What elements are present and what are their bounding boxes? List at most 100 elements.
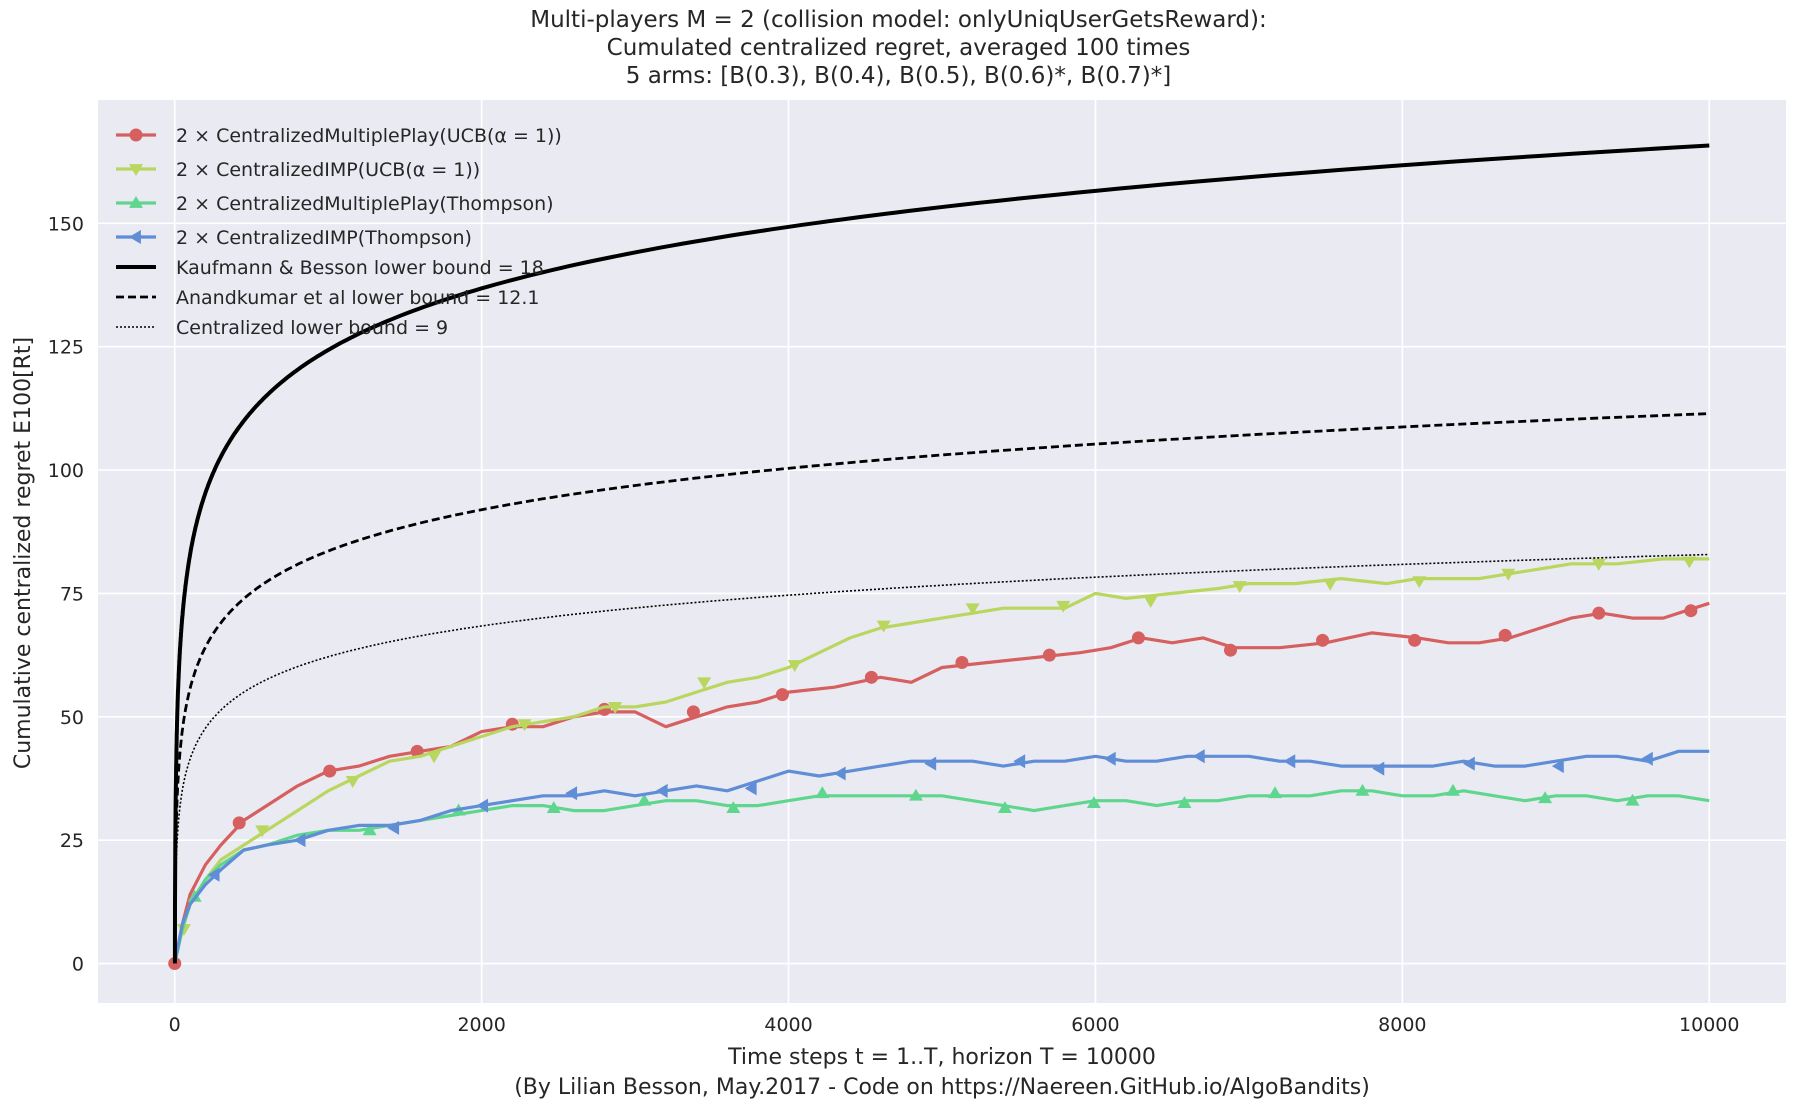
y-tick-label: 50 [60,707,84,729]
series-marker-3 [1192,749,1205,764]
series-marker-0 [323,764,337,778]
series-marker-0 [1498,628,1512,642]
y-tick-label: 125 [48,337,84,359]
x-tick-label: 8000 [1378,1014,1426,1036]
series-line-1 [173,557,1710,964]
series-marker-1 [1501,568,1516,581]
series-marker-0 [1131,631,1145,645]
series-marker-1 [1682,556,1697,569]
series-marker-2 [908,788,923,801]
legend-label-0: 2 × CentralizedMultiplePlay(UCB(α = 1)) [176,125,562,147]
x-tick-label: 0 [169,1014,181,1036]
series-marker-0 [1316,633,1330,647]
legend-label-6: Centralized lower bound = 9 [176,317,448,339]
series-marker-1 [787,660,802,672]
series-marker-2 [1177,796,1192,809]
series-marker-3 [476,798,489,813]
series-marker-3 [1103,751,1116,766]
series-marker-1 [965,603,980,616]
series-marker-3 [293,833,306,848]
series-marker-2 [1355,783,1370,796]
series-marker-1 [1143,595,1158,608]
legend-marker-2 [129,196,143,208]
y-tick-label: 150 [48,213,84,235]
x-tick-label: 2000 [457,1014,505,1036]
series-marker-0 [686,705,700,719]
series-marker-0 [775,688,789,702]
series-marker-3 [1013,754,1026,769]
grid [98,100,1786,1003]
series-marker-3 [924,756,937,771]
series-marker-0 [1408,633,1422,647]
series-marker-0 [864,670,878,684]
series-line-6 [174,553,1710,964]
series-marker-2 [1625,793,1640,806]
legend-marker-3 [129,230,141,244]
series-marker-0 [1042,648,1056,662]
legend: 2 × CentralizedMultiplePlay(UCB(α = 1)) 2… [116,125,562,339]
series-marker-0 [168,957,182,971]
series-marker-0 [232,816,246,830]
series-marker-3 [1640,751,1653,766]
series-marker-2 [1538,791,1553,804]
series-marker-1 [255,825,270,838]
series-marker-2 [637,793,652,806]
y-axis-label: Cumulative centralized regret E100[Rt] [11,337,36,769]
series-marker-2 [815,786,830,799]
series-marker-0 [955,656,969,670]
series-marker-2 [362,823,377,836]
series-marker-3 [207,867,220,882]
legend-marker-0 [129,128,143,142]
legend-label-4: Kaufmann & Besson lower bound = 18 [176,257,544,279]
series-marker-0 [1223,643,1237,657]
y-tick-label: 100 [48,460,84,482]
series-marker-1 [517,719,532,732]
legend-label-5: Anandkumar et al lower bound = 12.1 [176,287,540,309]
series-layer [168,143,1710,971]
series-marker-3 [1551,759,1564,774]
series-marker-2 [1267,786,1282,799]
series-line-5 [173,412,1710,964]
series-marker-1 [1232,581,1247,594]
series-marker-1 [1591,558,1606,571]
series-marker-1 [345,776,360,788]
y-tick-label: 25 [60,830,84,852]
series-marker-2 [726,801,741,813]
series-marker-3 [1283,754,1296,769]
chart-title-line-3: 5 arms: [B(0.3), B(0.4), B(0.5), B(0.6)*… [625,63,1172,89]
chart-caption: (By Lilian Besson, May.2017 - Code on ht… [514,1075,1370,1100]
ticks: 0 2000 4000 6000 8000 10000 0 25 50 75 100 125 150 [48,213,1740,1036]
series-marker-2 [1086,796,1101,809]
series-marker-2 [997,801,1012,813]
series-marker-3 [387,820,400,835]
series-marker-2 [546,801,561,813]
series-marker-2 [1446,783,1461,796]
x-tick-label: 10000 [1679,1014,1739,1036]
series-marker-3 [655,783,668,798]
series-marker-0 [1684,604,1698,618]
series-marker-3 [744,781,757,796]
legend-label-3: 2 × CentralizedIMP(Thompson) [176,227,472,249]
series-marker-1 [1323,578,1338,591]
y-tick-label: 0 [72,954,84,976]
series-marker-1 [876,620,891,633]
legend-marker-1 [129,164,143,176]
y-tick-label: 75 [60,583,84,605]
series-line-2 [173,789,1710,964]
series-marker-3 [565,786,578,801]
plot-area [98,100,1786,1003]
legend-label-2: 2 × CentralizedMultiplePlay(Thompson) [176,193,554,215]
series-marker-0 [1592,606,1606,620]
series-marker-3 [1462,756,1475,771]
x-tick-label: 6000 [1071,1014,1119,1036]
x-tick-label: 4000 [764,1014,812,1036]
series-marker-1 [1412,576,1427,589]
chart-title-line-2: Cumulated centralized regret, averaged 1… [606,35,1191,61]
series-line-3 [173,749,1710,964]
series-marker-3 [1372,761,1385,776]
series-marker-1 [1056,600,1071,613]
legend-label-1: 2 × CentralizedIMP(UCB(α = 1)) [176,159,480,181]
series-line-4 [172,143,1710,964]
series-marker-3 [833,766,846,781]
